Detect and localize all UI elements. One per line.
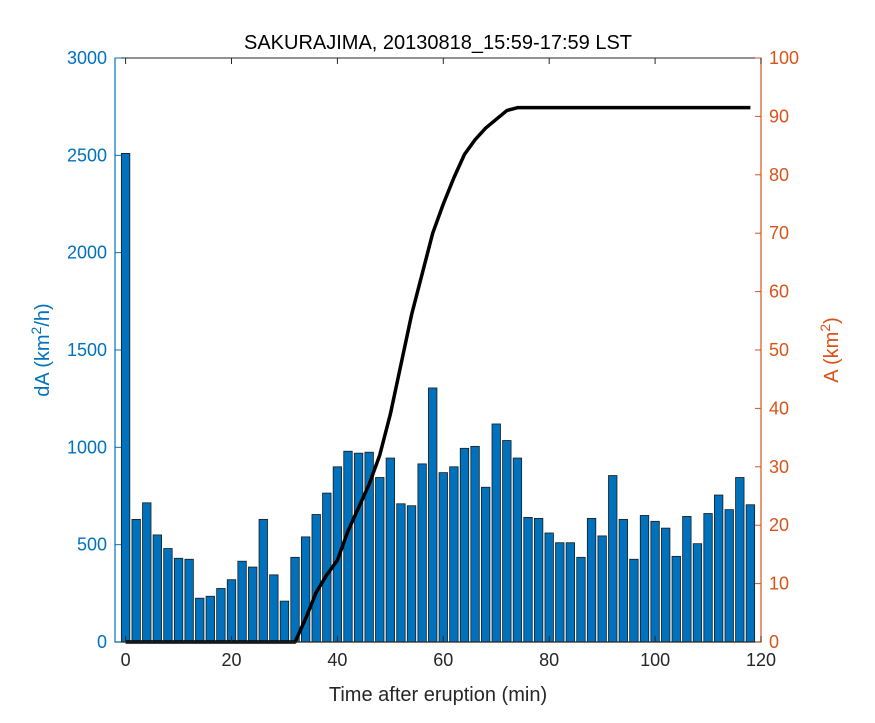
right-tick-label: 50 [769, 340, 789, 360]
bar [343, 450, 353, 643]
bar [459, 447, 470, 643]
bottom-tick-label: 0 [121, 650, 131, 670]
x-axis-label: Time after eruption (min) [329, 684, 547, 706]
bar [184, 558, 194, 643]
bar [491, 423, 501, 643]
right-axis-label-suffix: ) [821, 317, 843, 324]
bar [449, 466, 459, 643]
bar [682, 516, 692, 643]
bar [724, 509, 734, 643]
bar [279, 600, 290, 643]
bar [523, 517, 533, 643]
bar [438, 472, 448, 643]
bar [173, 557, 184, 643]
bar [396, 503, 406, 643]
bar [195, 597, 205, 643]
bar [311, 514, 321, 643]
right-tick-label: 70 [769, 223, 789, 243]
left-axis-label: dA (km2/h) [28, 303, 54, 396]
bottom-tick-label: 120 [746, 650, 776, 670]
bar [406, 505, 417, 643]
bar [555, 542, 565, 643]
right-tick-label: 30 [769, 457, 789, 477]
bar [152, 534, 162, 643]
left-tick-label: 2000 [67, 243, 107, 263]
bottom-tick-label: 100 [640, 650, 670, 670]
right-tick-label: 20 [769, 515, 789, 535]
bar [512, 457, 523, 643]
bar [671, 555, 681, 643]
bar [745, 504, 756, 643]
bar [237, 560, 247, 643]
bar [692, 543, 703, 643]
right-axis-label: A (km2) [817, 317, 843, 383]
left-axis-label-suffix: /h) [32, 303, 54, 326]
bars [120, 152, 756, 643]
bar [428, 387, 438, 643]
bar [735, 477, 745, 643]
bar [290, 556, 300, 643]
bar [714, 494, 724, 643]
left-tick-label: 500 [77, 535, 107, 555]
bar [481, 486, 491, 643]
left-tick-label: 1000 [67, 437, 107, 457]
bar [120, 152, 131, 643]
bar [142, 502, 152, 643]
bar [703, 513, 713, 643]
chart-title: SAKURAJIMA, 20130818_15:59-17:59 LST [244, 32, 632, 54]
bar [533, 517, 544, 643]
right-tick-label: 90 [769, 106, 789, 126]
left-axis-label-sup: 2 [28, 326, 44, 334]
bar [322, 492, 332, 643]
right-tick-label: 100 [769, 48, 799, 68]
bottom-tick-label: 60 [433, 650, 453, 670]
left-axis-label-main: dA (km [32, 334, 54, 396]
right-axis-label-main: A (km [821, 332, 843, 383]
right-axis-label-sup: 2 [817, 324, 833, 332]
bar [258, 518, 268, 643]
right-tick-label: 0 [769, 632, 779, 652]
bar [565, 542, 576, 643]
bar [576, 556, 586, 643]
right-tick-label: 80 [769, 165, 789, 185]
left-tick-label: 2500 [67, 145, 107, 165]
bar [131, 518, 141, 643]
left-ticks: 0 500 1000 1500 2000 2500 3000 [67, 48, 121, 652]
bar [586, 517, 597, 643]
bar [650, 520, 660, 643]
bar [639, 515, 650, 643]
bar [248, 566, 258, 643]
bar [205, 595, 215, 643]
right-tick-label: 10 [769, 574, 789, 594]
left-tick-label: 3000 [67, 48, 107, 68]
bar [417, 463, 427, 643]
bar [163, 548, 173, 643]
bar [375, 477, 385, 643]
left-tick-label: 1500 [67, 340, 107, 360]
left-tick-label: 0 [97, 632, 107, 652]
bar [608, 475, 618, 643]
bar [216, 588, 226, 643]
bar [597, 535, 607, 643]
bottom-tick-label: 40 [327, 650, 347, 670]
cumulative-area-line [125, 105, 751, 644]
bottom-tick-label: 80 [539, 650, 559, 670]
bar [544, 532, 554, 643]
bar [353, 452, 364, 643]
bar [385, 457, 395, 643]
bar [618, 518, 628, 643]
right-tick-label: 40 [769, 398, 789, 418]
bar [470, 445, 480, 643]
bottom-ticks: 0 20 40 60 80 100 120 [121, 58, 776, 670]
line-layer [125, 105, 751, 644]
bar [226, 579, 237, 643]
right-tick-label: 60 [769, 282, 789, 302]
right-ticks: 0 10 20 30 40 50 60 70 80 90 100 [755, 48, 799, 652]
bar [269, 574, 279, 643]
bottom-tick-label: 20 [221, 650, 241, 670]
bar [661, 527, 671, 643]
bar [629, 558, 639, 643]
bar [502, 440, 512, 643]
